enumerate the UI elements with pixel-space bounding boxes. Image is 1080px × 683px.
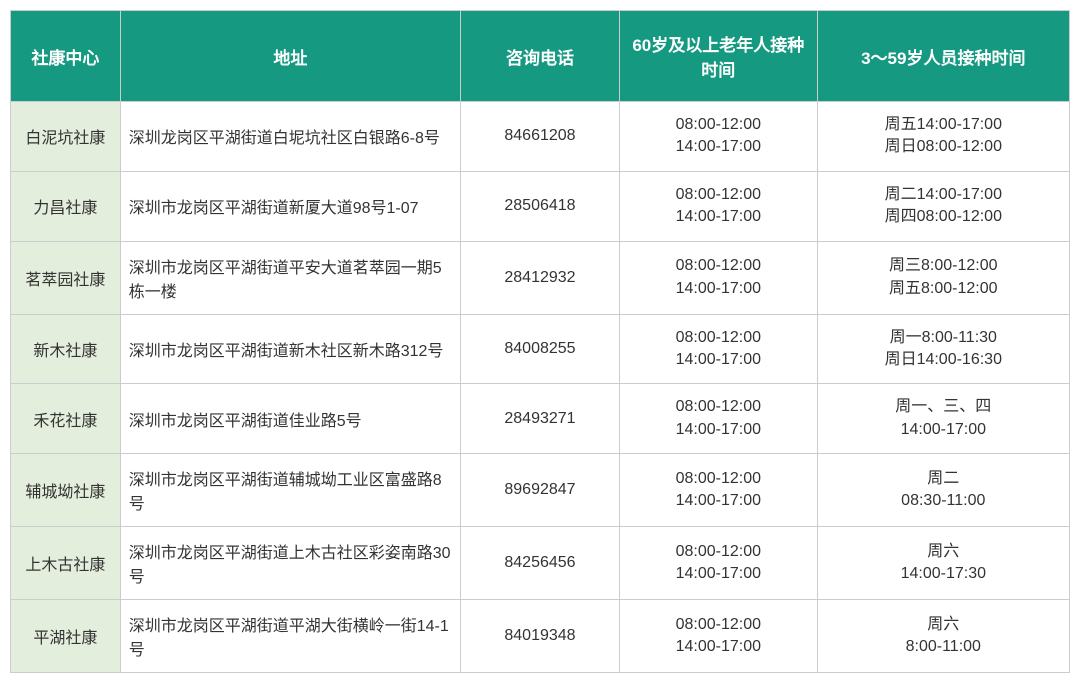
- general-time: 周三8:00-12:00周五8:00-12:00: [817, 241, 1069, 314]
- time-line: 14:00-17:00: [628, 206, 809, 228]
- center-address: 深圳龙岗区平湖街道白坭坑社区白银路6-8号: [120, 102, 460, 172]
- time-line: 周三8:00-12:00: [826, 255, 1061, 277]
- table-row: 平湖社康深圳市龙岗区平湖街道平湖大街横岭一街14-1号8401934808:00…: [11, 600, 1070, 673]
- time-line: 14:00-17:30: [826, 563, 1061, 585]
- time-line: 周日14:00-16:30: [826, 349, 1061, 371]
- table-row: 茗萃园社康深圳市龙岗区平湖街道平安大道茗萃园一期5栋一楼2841293208:0…: [11, 241, 1070, 314]
- center-address: 深圳市龙岗区平湖街道新厦大道98号1-07: [120, 171, 460, 241]
- elderly-time: 08:00-12:0014:00-17:00: [620, 171, 818, 241]
- elderly-time: 08:00-12:0014:00-17:00: [620, 527, 818, 600]
- time-line: 08:30-11:00: [826, 490, 1061, 512]
- time-line: 08:00-12:00: [628, 255, 809, 277]
- time-line: 周二: [826, 468, 1061, 490]
- table-row: 白泥坑社康深圳龙岗区平湖街道白坭坑社区白银路6-8号8466120808:00-…: [11, 102, 1070, 172]
- general-time: 周六14:00-17:30: [817, 527, 1069, 600]
- general-time: 周五14:00-17:00周日08:00-12:00: [817, 102, 1069, 172]
- center-phone: 28493271: [460, 384, 619, 454]
- time-line: 08:00-12:00: [628, 396, 809, 418]
- elderly-time: 08:00-12:0014:00-17:00: [620, 314, 818, 384]
- time-line: 14:00-17:00: [628, 136, 809, 158]
- table-row: 辅城坳社康深圳市龙岗区平湖街道辅城坳工业区富盛路8号8969284708:00-…: [11, 454, 1070, 527]
- header-name: 社康中心: [11, 11, 121, 102]
- table-row: 力昌社康深圳市龙岗区平湖街道新厦大道98号1-072850641808:00-1…: [11, 171, 1070, 241]
- center-phone: 84008255: [460, 314, 619, 384]
- center-phone: 89692847: [460, 454, 619, 527]
- time-line: 08:00-12:00: [628, 114, 809, 136]
- elderly-time: 08:00-12:0014:00-17:00: [620, 102, 818, 172]
- table-row: 禾花社康深圳市龙岗区平湖街道佳业路5号2849327108:00-12:0014…: [11, 384, 1070, 454]
- header-time1: 60岁及以上老年人接种时间: [620, 11, 818, 102]
- center-name: 白泥坑社康: [11, 102, 121, 172]
- time-line: 周六: [826, 541, 1061, 563]
- center-address: 深圳市龙岗区平湖街道辅城坳工业区富盛路8号: [120, 454, 460, 527]
- general-time: 周二14:00-17:00周四08:00-12:00: [817, 171, 1069, 241]
- table-body: 白泥坑社康深圳龙岗区平湖街道白坭坑社区白银路6-8号8466120808:00-…: [11, 102, 1070, 673]
- elderly-time: 08:00-12:0014:00-17:00: [620, 454, 818, 527]
- center-phone: 84256456: [460, 527, 619, 600]
- center-phone: 28412932: [460, 241, 619, 314]
- general-time: 周六8:00-11:00: [817, 600, 1069, 673]
- time-line: 08:00-12:00: [628, 614, 809, 636]
- time-line: 周五14:00-17:00: [826, 114, 1061, 136]
- elderly-time: 08:00-12:0014:00-17:00: [620, 384, 818, 454]
- center-name: 新木社康: [11, 314, 121, 384]
- center-address: 深圳市龙岗区平湖街道平湖大街横岭一街14-1号: [120, 600, 460, 673]
- center-name: 平湖社康: [11, 600, 121, 673]
- time-line: 14:00-17:00: [628, 490, 809, 512]
- center-address: 深圳市龙岗区平湖街道佳业路5号: [120, 384, 460, 454]
- center-phone: 84661208: [460, 102, 619, 172]
- time-line: 14:00-17:00: [628, 419, 809, 441]
- time-line: 8:00-11:00: [826, 636, 1061, 658]
- time-line: 周六: [826, 614, 1061, 636]
- center-name: 禾花社康: [11, 384, 121, 454]
- time-line: 08:00-12:00: [628, 327, 809, 349]
- center-name: 辅城坳社康: [11, 454, 121, 527]
- elderly-time: 08:00-12:0014:00-17:00: [620, 241, 818, 314]
- time-line: 周一8:00-11:30: [826, 327, 1061, 349]
- time-line: 14:00-17:00: [826, 419, 1061, 441]
- general-time: 周一、三、四14:00-17:00: [817, 384, 1069, 454]
- header-phone: 咨询电话: [460, 11, 619, 102]
- general-time: 周一8:00-11:30周日14:00-16:30: [817, 314, 1069, 384]
- center-address: 深圳市龙岗区平湖街道上木古社区彩姿南路30号: [120, 527, 460, 600]
- time-line: 周五8:00-12:00: [826, 278, 1061, 300]
- time-line: 14:00-17:00: [628, 278, 809, 300]
- center-address: 深圳市龙岗区平湖街道平安大道茗萃园一期5栋一楼: [120, 241, 460, 314]
- table-header-row: 社康中心 地址 咨询电话 60岁及以上老年人接种时间 3～59岁人员接种时间: [11, 11, 1070, 102]
- table-row: 新木社康深圳市龙岗区平湖街道新木社区新木路312号8400825508:00-1…: [11, 314, 1070, 384]
- table-row: 上木古社康深圳市龙岗区平湖街道上木古社区彩姿南路30号8425645608:00…: [11, 527, 1070, 600]
- time-line: 周四08:00-12:00: [826, 206, 1061, 228]
- time-line: 周一、三、四: [826, 396, 1061, 418]
- header-time2: 3～59岁人员接种时间: [817, 11, 1069, 102]
- time-line: 14:00-17:00: [628, 563, 809, 585]
- center-name: 力昌社康: [11, 171, 121, 241]
- center-phone: 28506418: [460, 171, 619, 241]
- time-line: 08:00-12:00: [628, 541, 809, 563]
- header-address: 地址: [120, 11, 460, 102]
- time-line: 08:00-12:00: [628, 468, 809, 490]
- time-line: 周二14:00-17:00: [826, 184, 1061, 206]
- general-time: 周二08:30-11:00: [817, 454, 1069, 527]
- time-line: 周日08:00-12:00: [826, 136, 1061, 158]
- health-center-table: 社康中心 地址 咨询电话 60岁及以上老年人接种时间 3～59岁人员接种时间 白…: [10, 10, 1070, 673]
- time-line: 08:00-12:00: [628, 184, 809, 206]
- center-phone: 84019348: [460, 600, 619, 673]
- center-name: 茗萃园社康: [11, 241, 121, 314]
- center-name: 上木古社康: [11, 527, 121, 600]
- time-line: 14:00-17:00: [628, 349, 809, 371]
- time-line: 14:00-17:00: [628, 636, 809, 658]
- center-address: 深圳市龙岗区平湖街道新木社区新木路312号: [120, 314, 460, 384]
- elderly-time: 08:00-12:0014:00-17:00: [620, 600, 818, 673]
